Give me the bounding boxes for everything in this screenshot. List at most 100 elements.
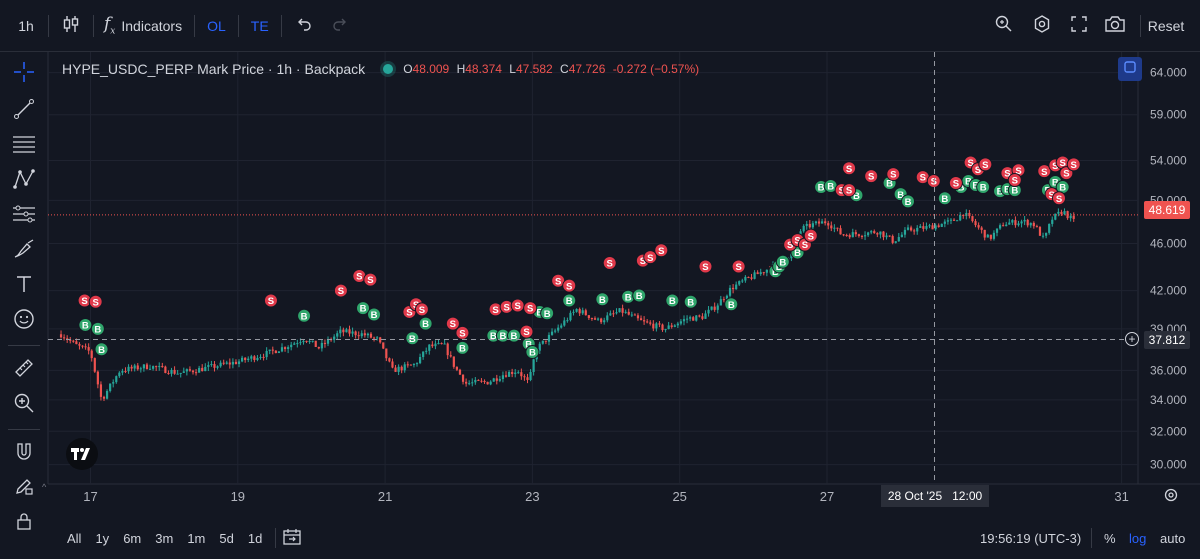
trend-line-icon — [13, 98, 35, 125]
candle-down — [201, 367, 204, 372]
range-1m[interactable]: 1m — [187, 530, 206, 546]
range-3m[interactable]: 3m — [155, 530, 174, 546]
range-1d[interactable]: 1d — [247, 530, 263, 546]
range-all[interactable]: All — [67, 530, 82, 546]
brush-tool[interactable] — [8, 235, 40, 267]
candle-down — [400, 366, 403, 371]
svg-text:S: S — [975, 165, 981, 176]
high-key: H — [456, 62, 466, 76]
candle-up — [320, 342, 323, 349]
percent-toggle[interactable]: % — [1104, 530, 1116, 546]
candle-down — [213, 364, 216, 368]
tradingview-logo-icon[interactable] — [66, 438, 98, 470]
quick-search-button[interactable] — [988, 8, 1020, 44]
fullscreen-button[interactable] — [1063, 8, 1095, 44]
candle-down — [658, 323, 661, 325]
interval-selector[interactable]: 1h — [18, 17, 34, 34]
candle-up — [538, 343, 541, 351]
time-tick-label: 17 — [83, 489, 97, 504]
reset-button[interactable]: Reset — [1147, 18, 1185, 34]
te-button[interactable]: TE — [250, 17, 269, 34]
svg-text:B: B — [94, 325, 101, 336]
candle-up — [326, 339, 330, 344]
ruler-icon — [13, 357, 35, 384]
date-range-button[interactable] — [282, 528, 302, 549]
zoom-tool[interactable] — [8, 389, 40, 421]
candle-up — [811, 223, 814, 228]
redo-button[interactable] — [322, 8, 358, 44]
object-tree-button[interactable] — [1118, 57, 1142, 81]
candle-down — [391, 361, 394, 368]
candle-up — [351, 331, 354, 334]
candle-down — [661, 324, 664, 331]
svg-text:S: S — [802, 240, 808, 251]
prediction-tool[interactable] — [8, 200, 40, 232]
svg-text:S: S — [1060, 158, 1066, 169]
candle-up — [240, 357, 244, 362]
crosshair-tool[interactable] — [8, 58, 40, 90]
candle-up — [158, 366, 161, 368]
lock-tool[interactable] — [8, 507, 40, 539]
svg-text:S: S — [1052, 161, 1058, 172]
chart-type-button[interactable] — [53, 8, 89, 44]
candle-down — [363, 333, 366, 336]
candle-up — [863, 235, 867, 237]
axis-settings-button[interactable] — [1160, 486, 1182, 508]
candle-down — [974, 221, 977, 226]
candle-up — [566, 320, 569, 322]
price-tick-label: 32.000 — [1150, 424, 1187, 438]
candle-down — [167, 372, 170, 374]
close-key: C — [560, 62, 569, 76]
magnet-tool[interactable] — [8, 438, 40, 470]
measure-tool[interactable] — [8, 354, 40, 386]
candle-down — [1060, 211, 1063, 215]
candle-up — [412, 364, 416, 366]
range-1y[interactable]: 1y — [95, 530, 110, 546]
sell-marker: S — [803, 228, 818, 243]
svg-text:S: S — [846, 186, 852, 197]
candle-up — [704, 313, 707, 319]
auto-toggle[interactable]: auto — [1160, 530, 1186, 546]
candle-down — [161, 366, 164, 368]
sell-marker: S — [1007, 173, 1022, 188]
price-tick-label: 36.000 — [1150, 363, 1187, 377]
zoom-in-icon — [13, 392, 35, 419]
range-5d[interactable]: 5d — [219, 530, 234, 546]
expand-arrow-icon[interactable]: ^ — [42, 482, 47, 492]
candle-up — [581, 310, 584, 314]
screenshot-button[interactable] — [1099, 8, 1131, 44]
fib-tool[interactable] — [8, 130, 40, 162]
candle-down — [78, 344, 81, 346]
trend-line-tool[interactable] — [8, 95, 40, 127]
svg-text:B: B — [728, 300, 735, 311]
svg-text:B: B — [905, 197, 912, 208]
pattern-tool[interactable] — [8, 165, 40, 197]
candle-down — [627, 311, 630, 315]
undo-button[interactable] — [286, 8, 322, 44]
candle-down — [747, 276, 750, 278]
emoji-tool[interactable] — [8, 305, 40, 337]
settings-button[interactable] — [1026, 8, 1058, 44]
candle-up — [1017, 223, 1020, 226]
candle-up — [299, 342, 302, 344]
symbol-title[interactable]: HYPE_USDC_PERP Mark Price · 1h · Backpac… — [62, 61, 366, 77]
candle-down — [952, 219, 956, 221]
candle-up — [127, 366, 130, 372]
candle-up — [259, 356, 262, 359]
log-toggle[interactable]: log — [1129, 530, 1147, 546]
text-tool[interactable] — [8, 270, 40, 302]
clock-timezone[interactable]: 19:56:19 (UTC-3) — [980, 530, 1082, 546]
tool-divider — [8, 345, 40, 346]
candle-down — [876, 233, 879, 235]
add-alert-icon[interactable]: + — [1125, 332, 1139, 346]
candle-up — [870, 231, 873, 233]
indicators-button[interactable]: fx Indicators — [98, 8, 190, 44]
stay-drawing-tool[interactable] — [8, 472, 40, 504]
candle-down — [526, 377, 529, 380]
chart-overlay — [48, 52, 1138, 484]
toolbar-divider — [280, 14, 282, 37]
candle-up — [949, 219, 953, 221]
ol-button[interactable]: OL — [207, 17, 226, 34]
range-6m[interactable]: 6m — [123, 530, 142, 546]
